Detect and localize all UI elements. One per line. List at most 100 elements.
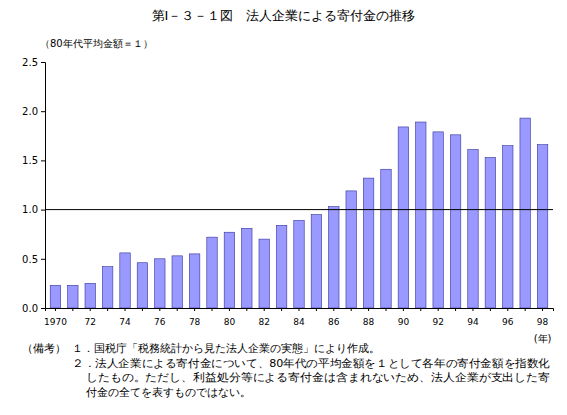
x-tick [107, 308, 108, 311]
x-tick [316, 308, 317, 311]
x-tick [420, 308, 421, 311]
y-tick-label: 0.0 [22, 303, 38, 314]
y-tick: 1.5 [22, 155, 45, 166]
x-tick: 98 [537, 308, 549, 327]
x-tick-mark [403, 308, 404, 311]
x-tick-mark [316, 308, 317, 311]
x-tick: 72 [85, 308, 96, 327]
plot-area [45, 118, 553, 308]
bar [276, 225, 286, 308]
x-tick-mark [142, 308, 143, 311]
y-tick-mark [41, 160, 45, 161]
bar [120, 253, 130, 308]
x-tick-mark [194, 308, 195, 311]
x-tick: 80 [224, 308, 236, 327]
x-tick [281, 308, 282, 311]
y-tick-mark [41, 210, 45, 211]
x-tick [72, 308, 73, 311]
bar [189, 254, 199, 308]
note: 付金の全てを表すものではない。 [86, 386, 251, 399]
x-axis: 19707274767880828486889092949698 [44, 308, 554, 327]
bar [259, 239, 269, 308]
bar [363, 178, 373, 308]
x-tick-mark [351, 308, 352, 311]
x-tick-mark [542, 308, 543, 311]
y-tick: 0.5 [22, 253, 45, 264]
x-tick-label: 76 [154, 317, 166, 327]
x-tick: 74 [119, 308, 131, 327]
x-tick-mark [177, 308, 178, 311]
x-tick-mark [107, 308, 108, 311]
x-tick-mark [55, 308, 56, 311]
x-tick-mark [281, 308, 282, 311]
y-tick: 2.0 [22, 106, 45, 117]
x-tick-label: 1970 [44, 317, 67, 327]
x-tick-mark [490, 308, 491, 311]
chart: 第Ⅰ－３－１図 法人企業による寄付金の推移 （80年代平均金額＝１） 0.0 0.5 1… [0, 0, 567, 415]
y-label: （80年代平均金額＝１） [40, 38, 153, 49]
x-tick-mark [438, 308, 439, 311]
x-tick [525, 308, 526, 311]
x-tick-mark [246, 308, 247, 311]
x-tick-mark [368, 308, 369, 311]
x-tick [212, 308, 213, 311]
x-tick-label: 80 [224, 317, 236, 327]
y-tick: 0.0 [22, 303, 45, 314]
x-tick-label: 72 [85, 317, 96, 327]
reference-line [45, 209, 553, 210]
x-tick-mark [333, 308, 334, 311]
y-tick-mark [41, 111, 45, 112]
x-tick-label: 92 [432, 317, 443, 327]
x-tick-label: 96 [502, 317, 514, 327]
x-tick-label: 98 [537, 317, 549, 327]
x-tick-mark [299, 308, 300, 311]
bar [85, 283, 95, 308]
bar [450, 135, 460, 308]
x-tick-mark [72, 308, 73, 311]
bar [311, 215, 321, 308]
x-tick-label: 86 [328, 317, 340, 327]
bar [520, 118, 530, 308]
note: １．国税庁「税務統計から見た法人企業の実態」により作成。 [72, 342, 380, 354]
x-tick-mark [229, 308, 230, 311]
y-axis-line [41, 63, 46, 309]
y-tick-label: 0.5 [22, 253, 38, 264]
x-tick: 92 [432, 308, 443, 327]
x-tick: 96 [502, 308, 514, 327]
y-tick-mark [41, 259, 45, 260]
x-tick-mark [507, 308, 508, 311]
x-tick-label: 88 [363, 317, 375, 327]
bar [537, 145, 547, 308]
x-tick-label: 74 [119, 317, 131, 327]
bar [398, 127, 408, 308]
x-tick-mark [159, 308, 160, 311]
x-tick [142, 308, 143, 311]
note-label: （備考） [22, 342, 66, 354]
bar [242, 228, 252, 308]
x-tick-label: 94 [467, 317, 479, 327]
bar [224, 232, 234, 308]
x-tick: 88 [363, 308, 375, 327]
x-tick: 76 [154, 308, 166, 327]
x-tick-mark [90, 308, 91, 311]
bar [294, 220, 304, 308]
x-tick-mark [472, 308, 473, 311]
y-tick-label: 1.5 [22, 155, 38, 166]
x-tick-mark [455, 308, 456, 311]
bar [433, 132, 443, 308]
x-tick-mark [264, 308, 265, 311]
bar [68, 285, 78, 308]
title: 第Ⅰ－３－１図 法人企業による寄付金の推移 [152, 8, 416, 23]
x-tick: 94 [467, 308, 479, 327]
x-tick: 86 [328, 308, 340, 327]
x-tick: 82 [258, 308, 269, 327]
bar [416, 122, 426, 308]
y-tick: 1.0 [22, 204, 45, 215]
x-tick-mark [385, 308, 386, 311]
bar [468, 150, 478, 308]
bar [485, 157, 495, 308]
bar [50, 285, 60, 308]
x-tick [385, 308, 386, 311]
x-tick-mark [125, 308, 126, 311]
x-tick-mark [420, 308, 421, 311]
